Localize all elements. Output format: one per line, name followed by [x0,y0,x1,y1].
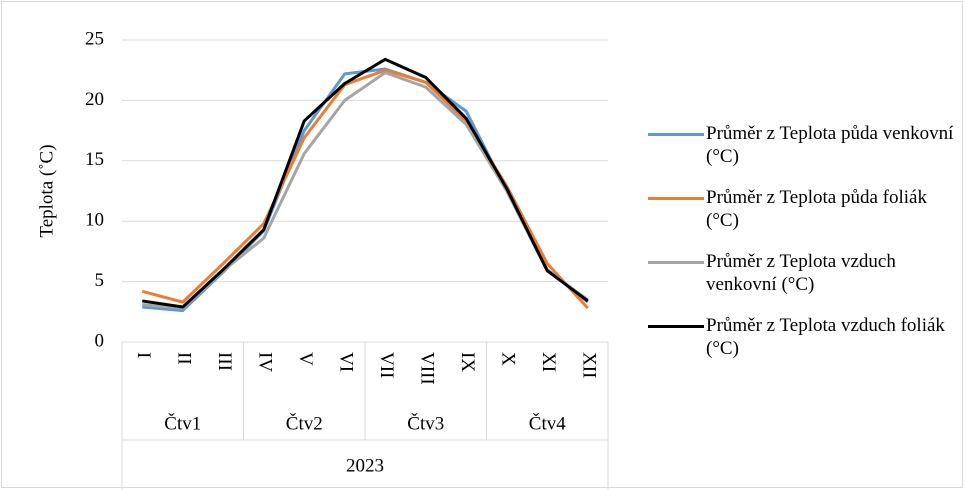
x-tick-label: XI [538,352,559,372]
x-tick-label: II [173,352,194,365]
x-tick-label: IX [457,352,478,372]
x-tick-label: V [295,352,316,366]
legend-entry: Průměr z Teplota půda foliák (°C) [648,186,958,250]
x-tick-label: VI [335,352,356,372]
x-tick-label: X [497,352,518,366]
y-tick-label: 10 [85,210,104,231]
legend-label: Průměr z Teplota půda venkovní (°C) [706,123,954,167]
legend-swatch [648,133,704,136]
y-tick-label: 5 [95,270,105,291]
legend-swatch [648,261,704,264]
x-tick-label: VII [376,352,397,378]
legend: Průměr z Teplota půda venkovní (°C) Průmě… [648,122,958,378]
y-tick-label: 25 [85,28,104,49]
x-tick-label: VIII [416,352,437,385]
legend-label: Průměr z Teplota půda foliák (°C) [706,187,927,231]
x-tick-label: I [133,352,154,358]
legend-swatch [648,197,704,200]
quarter-label: Čtv4 [529,412,566,434]
legend-entry: Průměr z Teplota vzduch venkovní (°C) [648,250,958,314]
x-tick-label: III [214,352,235,371]
legend-label: Průměr z Teplota vzduch foliák (°C) [706,315,945,359]
y-axis-title: Teplota (˚C) [36,144,57,237]
y-tick-label: 0 [95,330,105,351]
legend-entry: Průměr z Teplota vzduch foliák (°C) [648,314,958,378]
y-tick-label: 20 [85,89,104,110]
quarter-label: Čtv2 [286,412,323,434]
series-line [142,67,589,313]
series-line [141,68,589,310]
y-tick-label: 15 [85,149,104,170]
x-tick-label: IV [254,352,275,372]
x-tick-label: XII [578,352,599,378]
quarter-label: Čtv1 [164,412,201,434]
year-label: 2023 [346,455,384,476]
series-line [142,71,589,310]
quarter-label: Čtv3 [407,412,444,434]
legend-label: Průměr z Teplota vzduch venkovní (°C) [706,251,896,295]
legend-swatch [648,325,704,328]
series-line [142,57,589,309]
legend-entry: Průměr z Teplota půda venkovní (°C) [648,122,958,186]
